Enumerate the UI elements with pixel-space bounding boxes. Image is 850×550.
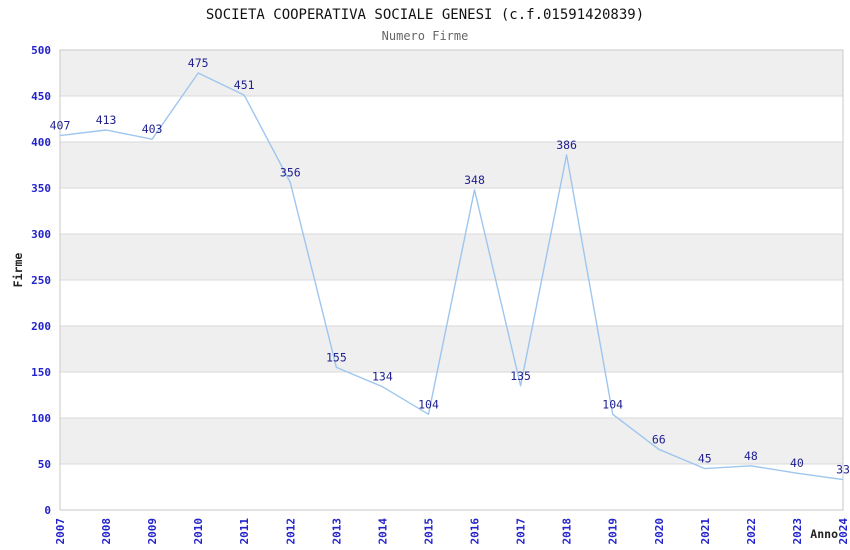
point-label: 48 bbox=[744, 449, 758, 463]
x-tick-label: 2018 bbox=[561, 518, 574, 545]
y-tick-label: 100 bbox=[31, 412, 51, 425]
y-tick-label: 350 bbox=[31, 182, 51, 195]
x-tick-label: 2020 bbox=[653, 518, 666, 545]
point-label: 104 bbox=[418, 397, 439, 411]
x-tick-label: 2019 bbox=[607, 518, 620, 545]
x-tick-label: 2024 bbox=[837, 518, 850, 545]
y-tick-label: 450 bbox=[31, 90, 51, 103]
band bbox=[60, 418, 843, 464]
x-tick-label: 2010 bbox=[192, 518, 205, 545]
y-tick-label: 500 bbox=[31, 44, 51, 57]
chart-title: SOCIETA COOPERATIVA SOCIALE GENESI (c.f.… bbox=[206, 7, 644, 23]
point-label: 66 bbox=[652, 432, 666, 446]
point-label: 403 bbox=[142, 122, 163, 136]
point-label: 104 bbox=[602, 397, 623, 411]
x-tick-label: 2007 bbox=[54, 518, 67, 545]
point-label: 135 bbox=[510, 369, 531, 383]
band bbox=[60, 234, 843, 280]
point-label: 134 bbox=[372, 370, 393, 384]
y-axis-tick-labels: 0 50 100 150 200 250 300 350 400 450 500 bbox=[31, 44, 51, 517]
x-tick-label: 2017 bbox=[515, 518, 528, 545]
x-tick-label: 2015 bbox=[422, 518, 435, 545]
point-label: 45 bbox=[698, 452, 712, 466]
y-tick-label: 400 bbox=[31, 136, 51, 149]
series-polyline bbox=[59, 72, 844, 481]
x-tick-label: 2022 bbox=[745, 518, 758, 545]
x-tick-label: 2009 bbox=[146, 518, 159, 545]
x-tick-label: 2021 bbox=[699, 518, 712, 545]
x-tick-label: 2013 bbox=[330, 518, 343, 545]
point-label: 475 bbox=[188, 56, 209, 70]
data-point-labels: 407 413 403 475 451 356 155 134 104 348 135 386 104 6… bbox=[50, 56, 850, 477]
point-label: 407 bbox=[50, 119, 71, 133]
y-tick-label: 300 bbox=[31, 228, 51, 241]
y-tick-label: 250 bbox=[31, 274, 51, 287]
point-label: 356 bbox=[280, 166, 301, 180]
x-tick-label: 2011 bbox=[238, 518, 251, 545]
point-label: 386 bbox=[556, 138, 577, 152]
x-tick-label: 2014 bbox=[376, 518, 389, 545]
point-label: 348 bbox=[464, 173, 485, 187]
point-label: 451 bbox=[234, 78, 255, 92]
point-label: 155 bbox=[326, 350, 347, 364]
band bbox=[60, 50, 843, 96]
y-tick-label: 50 bbox=[38, 458, 51, 471]
point-label: 40 bbox=[790, 456, 804, 470]
x-axis-title: Anno bbox=[810, 527, 838, 541]
band bbox=[60, 326, 843, 372]
plot-border-rect bbox=[59, 49, 844, 511]
x-tick-label: 2008 bbox=[100, 518, 113, 545]
x-tick-label: 2016 bbox=[469, 518, 482, 545]
y-tick-label: 150 bbox=[31, 366, 51, 379]
y-tick-label: 0 bbox=[44, 504, 51, 517]
data-series-line bbox=[59, 72, 844, 481]
x-tick-label: 2023 bbox=[791, 518, 804, 545]
chart-subtitle: Numero Firme bbox=[382, 29, 469, 43]
x-axis-tick-labels: 2007 2008 2009 2010 2011 2012 2013 2014 2015 2016… bbox=[54, 518, 850, 545]
y-axis-title: Firme bbox=[11, 253, 25, 288]
plot-border bbox=[59, 49, 844, 511]
y-tick-label: 200 bbox=[31, 320, 51, 333]
band bbox=[60, 142, 843, 188]
point-label: 33 bbox=[836, 463, 850, 477]
point-label: 413 bbox=[96, 113, 117, 127]
x-tick-label: 2012 bbox=[284, 518, 297, 545]
plot-bands bbox=[60, 50, 843, 464]
